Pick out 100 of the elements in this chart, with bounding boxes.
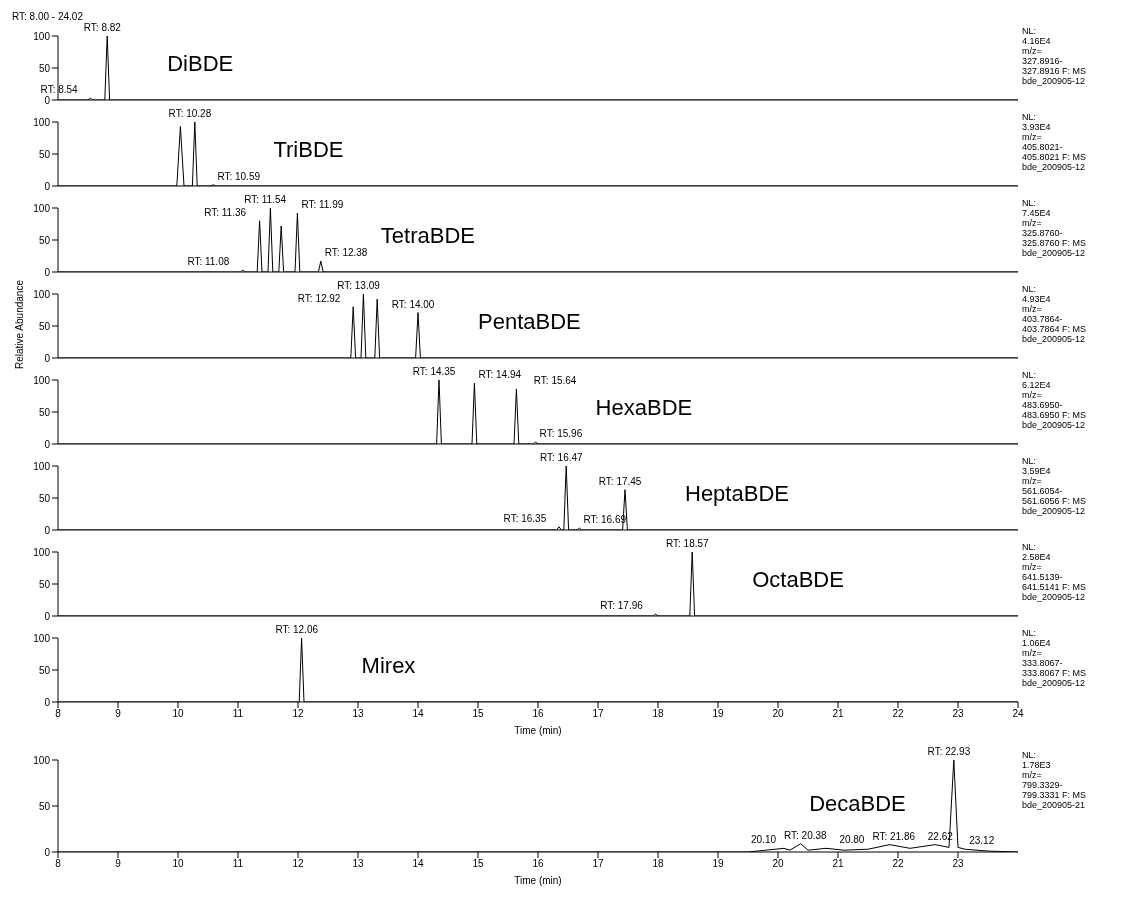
annotation: RT: 10.28 (168, 108, 212, 119)
annotation: RT: 15.96 (539, 428, 583, 440)
x-tick-label: 11 (232, 708, 244, 720)
x-tick-label: 19 (712, 708, 724, 720)
annotation: RT: 8.54 (40, 84, 79, 96)
y-tick-label: 50 (38, 148, 51, 160)
x-tick-label: 11 (232, 858, 244, 870)
annotation: RT: 11.08 (187, 256, 230, 268)
text: TriBDE (273, 137, 344, 163)
x-tick-label: 20 (772, 858, 784, 870)
text: OctaBDE (752, 567, 844, 593)
text: NL: 1.06E4 m/z= 333.8067- 333.8067 F: MS bde_200905-12 (1022, 628, 1088, 688)
x-tick-label: 10 (172, 858, 184, 870)
annotation: RT: 11.99 (301, 199, 344, 211)
x-tick-label: 15 (472, 858, 484, 870)
x-tick-label: 18 (652, 708, 664, 720)
y-tick-label: 100 (33, 30, 51, 42)
x-tick-label: 10 (172, 708, 184, 720)
y-tick-label: 0 (44, 438, 51, 450)
x-tick-label: 12 (292, 708, 304, 720)
text: NL: 7.45E4 m/z= 325.8760- 325.8760 F: MS bde_200905-12 (1022, 198, 1088, 258)
chart-subtitle: RT: 8.00 - 24.02 (12, 11, 84, 22)
y-tick-label: 0 (44, 610, 51, 622)
text: TetraBDE (380, 223, 475, 249)
x-tick-label: 24 (1012, 708, 1024, 720)
text: DecaBDE (809, 790, 906, 816)
y-tick-label: 0 (44, 524, 51, 536)
x-tick-label: 18 (652, 858, 664, 870)
annotation: RT: 17.96 (600, 600, 644, 612)
annotation: 20.10 (751, 834, 777, 846)
x-axis-title: Time (min) (514, 725, 562, 736)
text: NL: 3.93E4 m/z= 405.8021- 405.8021 F: MS bde_200905-12 (1022, 112, 1088, 172)
text: PentaBDE (478, 309, 581, 335)
annotation: RT: 18.57 (666, 538, 710, 549)
annotation: RT: 12.38 (324, 247, 368, 259)
text: NL: 4.16E4 m/z= 327.8916- 327.8916 F: MS bde_200905-12 (1022, 26, 1088, 86)
y-tick-label: 50 (38, 234, 51, 246)
x-tick-label: 16 (532, 708, 544, 720)
annotation: RT: 12.06 (275, 624, 319, 635)
x-tick-label: 8 (55, 858, 62, 870)
y-tick-label: 0 (44, 846, 51, 858)
annotation: RT: 16.47 (540, 452, 584, 463)
annotation: RT: 11.36 (204, 206, 247, 218)
x-tick-label: 14 (412, 708, 424, 720)
x-tick-label: 21 (832, 708, 844, 720)
annotation: RT: 11.54 (244, 194, 287, 205)
y-tick-label: 100 (33, 374, 51, 386)
x-tick-label: 15 (472, 708, 484, 720)
y-tick-label: 0 (44, 696, 51, 708)
y-tick-label: 0 (44, 352, 51, 364)
y-tick-label: 100 (33, 116, 51, 128)
x-axis-title: Time (min) (514, 875, 562, 886)
x-tick-label: 22 (892, 708, 904, 720)
y-tick-label: 50 (38, 578, 51, 590)
text: NL: 6.12E4 m/z= 483.6950- 483.6950 F: MS bde_200905-12 (1022, 370, 1088, 430)
y-tick-label: 100 (33, 632, 51, 644)
annotation: RT: 17.45 (598, 475, 642, 487)
annotation: RT: 15.64 (533, 374, 577, 386)
x-tick-label: 23 (952, 858, 964, 870)
annotation: RT: 22.93 (927, 746, 971, 757)
annotation: RT: 8.82 (83, 22, 122, 33)
text: HexaBDE (595, 395, 693, 421)
annotation: RT: 14.00 (391, 298, 435, 310)
annotation: RT: 14.35 (412, 366, 456, 377)
y-tick-label: 100 (33, 202, 51, 214)
y-tick-label: 0 (44, 94, 51, 106)
y-tick-label: 100 (33, 288, 51, 300)
annotation: RT: 21.86 (872, 830, 916, 842)
x-tick-label: 16 (532, 858, 544, 870)
text: NL: 2.58E4 m/z= 641.5139- 641.5141 F: MS bde_200905-12 (1022, 542, 1088, 602)
y-tick-label: 50 (38, 664, 51, 676)
x-tick-label: 13 (352, 858, 364, 870)
annotation: RT: 12.92 (297, 292, 341, 304)
x-tick-label: 9 (115, 708, 122, 720)
y-tick-label: 50 (38, 320, 51, 332)
text: NL: 1.78E3 m/z= 799.3329- 799.3331 F: MS bde_200905-21 (1022, 750, 1088, 810)
y-tick-label: 50 (38, 406, 51, 418)
y-tick-label: 100 (33, 546, 51, 558)
x-tick-label: 13 (352, 708, 364, 720)
annotation: RT: 16.35 (503, 512, 547, 524)
y-tick-label: 0 (44, 266, 51, 278)
annotation: RT: 20.38 (784, 829, 828, 841)
annotation: 20.80 (839, 834, 865, 846)
x-tick-label: 23 (952, 708, 964, 720)
annotation: 23.12 (969, 835, 995, 847)
y-axis-title: Relative Abundance (13, 279, 25, 371)
y-tick-label: 100 (33, 754, 51, 766)
annotation: RT: 16.69 (583, 514, 627, 526)
y-tick-label: 50 (38, 62, 51, 74)
y-tick-label: 0 (44, 180, 51, 192)
x-tick-label: 21 (832, 858, 844, 870)
text: HeptaBDE (685, 481, 789, 507)
x-tick-label: 17 (592, 708, 604, 720)
x-tick-label: 22 (892, 858, 904, 870)
annotation: RT: 10.59 (217, 170, 261, 182)
text: NL: 3.59E4 m/z= 561.6054- 561.6056 F: MS bde_200905-12 (1022, 456, 1088, 516)
y-tick-label: 50 (38, 800, 51, 812)
annotation: RT: 14.94 (478, 369, 522, 381)
x-tick-label: 8 (55, 708, 62, 720)
x-tick-label: 19 (712, 858, 724, 870)
